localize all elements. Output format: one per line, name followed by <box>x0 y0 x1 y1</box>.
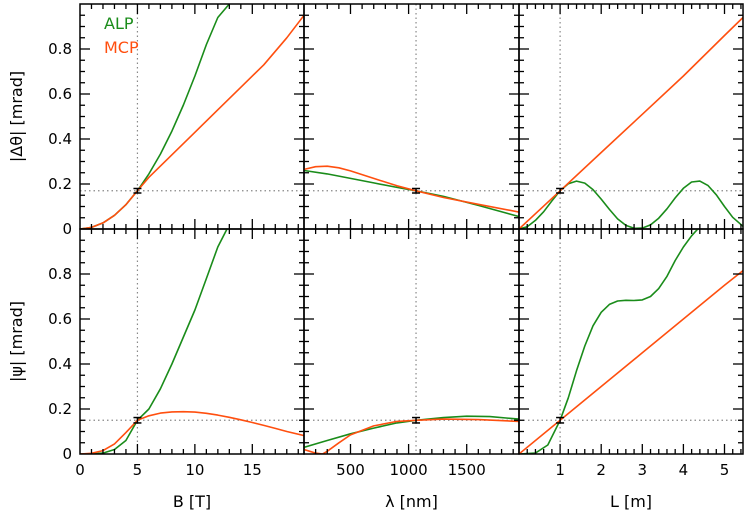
panel-frame <box>303 3 520 230</box>
x-tick-label: 4 <box>679 461 689 479</box>
y-tick-label: 0 <box>62 220 72 238</box>
y-tick-label: 0.4 <box>48 355 72 373</box>
series-line-mcp <box>519 269 743 454</box>
series-line-alp <box>519 180 743 229</box>
y-tick-label: 0 <box>62 445 72 463</box>
x-tick-label: 1 <box>555 461 565 479</box>
panel-bottom-middle: 500 1000 1500 λ [nm] <box>303 228 520 511</box>
x-tick-label: 500 <box>336 461 365 479</box>
series-line-mcp <box>304 418 519 454</box>
legend-label-mcp: MCP <box>104 38 139 57</box>
panel-top-middle <box>303 3 520 230</box>
series-group <box>519 16 743 229</box>
x-tick-label: 0 <box>75 461 85 479</box>
x-axis-title: L [m] <box>610 492 652 511</box>
y-tick-label: 0.4 <box>48 130 72 148</box>
series-group <box>304 165 519 218</box>
panel-frame <box>518 3 744 230</box>
x-tick-label: 5 <box>720 461 730 479</box>
series-group <box>80 229 304 454</box>
series-line-alp <box>304 169 519 218</box>
panel-top-right <box>518 3 744 230</box>
x-tick-label: 3 <box>638 461 648 479</box>
panel-top-left: 0 0.2 0.4 0.6 0.8 |Δθ| [mrad] <box>7 3 305 238</box>
y-axis-title: |Δθ| [mrad] <box>7 71 26 162</box>
panel-bottom-left: 0 0.2 0.4 0.6 0.8 |ψ| [mrad] 0 5 10 15 B [T] <box>7 228 305 511</box>
y-tick-label: 0.8 <box>48 40 72 58</box>
x-tick-label: 5 <box>133 461 143 479</box>
series-line-mcp <box>80 14 304 229</box>
x-tick-label: 2 <box>596 461 606 479</box>
y-tick-label: 0.6 <box>48 85 72 103</box>
y-tick-label: 0.2 <box>48 400 72 418</box>
x-tick-label: 1000 <box>390 461 428 479</box>
y-tick-label: 0.2 <box>48 175 72 193</box>
x-axis-title: λ [nm] <box>385 492 438 511</box>
x-tick-label: 15 <box>243 461 262 479</box>
y-axis-title: |ψ| [mrad] <box>7 301 26 382</box>
series-line-alp <box>519 229 699 454</box>
series-line-mcp <box>304 165 519 213</box>
x-axis-title: B [T] <box>173 492 211 511</box>
series-group <box>304 415 519 454</box>
series-line-mcp <box>519 16 743 229</box>
legend-label-alp: ALP <box>104 14 134 33</box>
y-tick-label: 0.8 <box>48 265 72 283</box>
series-line-mcp <box>80 410 304 454</box>
y-tick-label: 0.6 <box>48 310 72 328</box>
panel-bottom-right: 1 2 3 4 5 L [m] <box>518 228 744 511</box>
series-line-alp <box>80 4 230 229</box>
x-tick-label: 1500 <box>448 461 486 479</box>
series-group <box>80 4 304 229</box>
series-line-alp <box>80 229 228 454</box>
x-tick-label: 10 <box>185 461 204 479</box>
